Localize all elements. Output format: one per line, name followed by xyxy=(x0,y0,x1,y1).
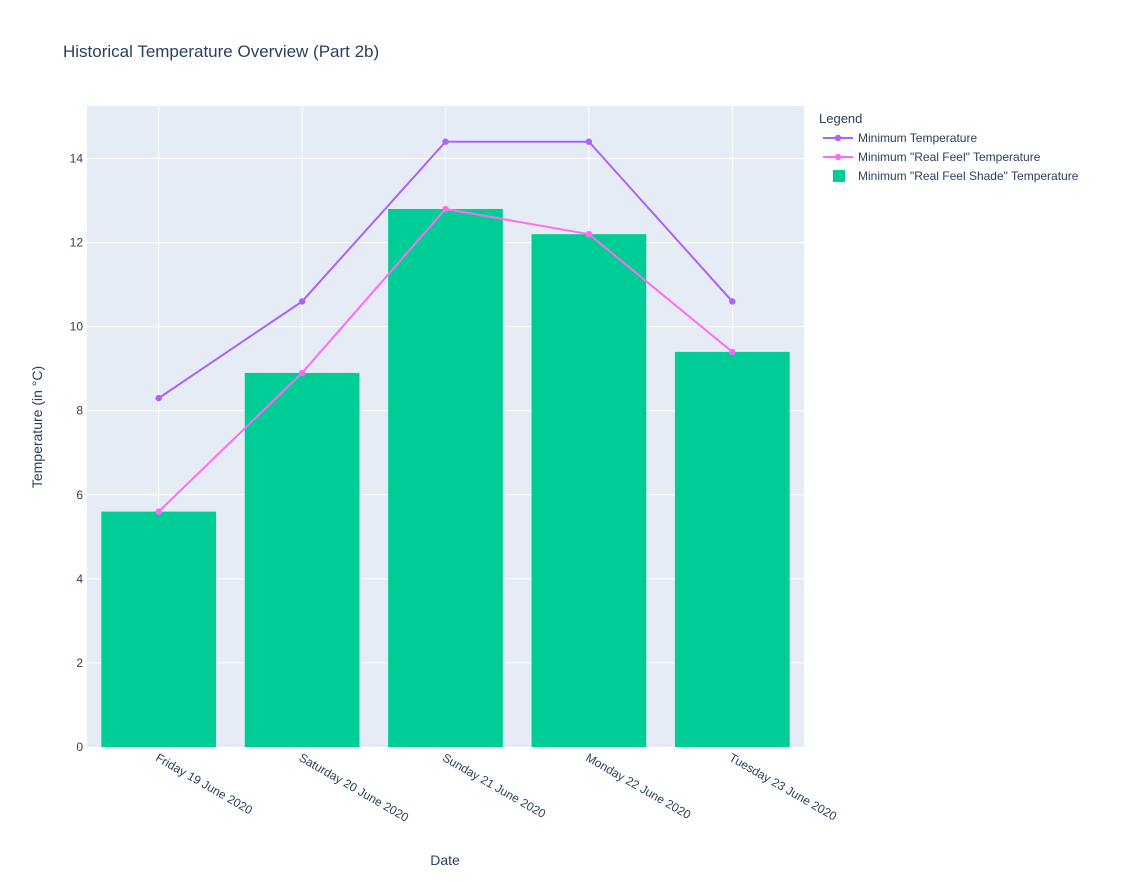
y-axis-title: Temperature (in °C) xyxy=(29,366,45,488)
y-tick-label: 10 xyxy=(70,320,84,334)
data-point xyxy=(155,508,162,515)
bar xyxy=(244,372,360,747)
data-point xyxy=(298,298,306,305)
bar xyxy=(388,208,503,747)
bar xyxy=(531,234,647,747)
y-tick-label: 2 xyxy=(76,656,83,670)
legend-title: Legend xyxy=(819,111,862,126)
legend-label: Minimum Temperature xyxy=(858,131,977,145)
chart-title: Historical Temperature Overview (Part 2b… xyxy=(63,42,379,61)
x-tick-label: Friday 19 June 2020 xyxy=(153,750,255,817)
legend-marker xyxy=(834,134,842,142)
x-tick-label: Tuesday 23 June 2020 xyxy=(727,750,840,823)
x-axis-title: Date xyxy=(430,852,460,868)
legend-label: Minimum "Real Feel Shade" Temperature xyxy=(858,169,1079,183)
data-point xyxy=(585,138,593,145)
bar xyxy=(674,351,790,747)
y-tick-label: 4 xyxy=(76,572,83,586)
legend-item[interactable]: Minimum Temperature xyxy=(823,131,977,145)
data-point xyxy=(155,394,162,402)
bars xyxy=(101,208,790,747)
x-tick-label: Monday 22 June 2020 xyxy=(583,750,693,822)
legend-marker xyxy=(834,153,842,161)
data-point xyxy=(442,205,449,213)
y-tick-label: 14 xyxy=(70,152,84,166)
y-tick-label: 6 xyxy=(76,488,83,502)
x-tick-label: Saturday 20 June 2020 xyxy=(297,750,412,824)
data-point xyxy=(585,231,593,238)
y-tick-label: 12 xyxy=(70,236,84,250)
y-tick-label: 8 xyxy=(76,404,83,418)
y-tick-label: 0 xyxy=(76,740,83,754)
x-tick-labels: Friday 19 June 2020 Saturday 20 June 2020… xyxy=(153,750,839,824)
data-point xyxy=(729,298,736,305)
legend-item[interactable]: Minimum "Real Feel Shade" Temperature xyxy=(833,169,1079,183)
bar xyxy=(101,511,217,747)
legend-item[interactable]: Minimum "Real Feel" Temperature xyxy=(823,150,1041,164)
legend-swatch xyxy=(833,170,845,182)
data-point xyxy=(442,138,449,145)
x-tick-label: Sunday 21 June 2020 xyxy=(440,750,548,821)
legend[interactable]: Legend Minimum Temperature Minimum "Real … xyxy=(819,111,1079,183)
y-tick-labels: 0 2 4 6 8 10 12 14 xyxy=(70,152,84,754)
markers xyxy=(155,138,736,515)
legend-label: Minimum "Real Feel" Temperature xyxy=(858,150,1041,164)
data-point xyxy=(729,348,736,356)
data-point xyxy=(298,369,306,377)
